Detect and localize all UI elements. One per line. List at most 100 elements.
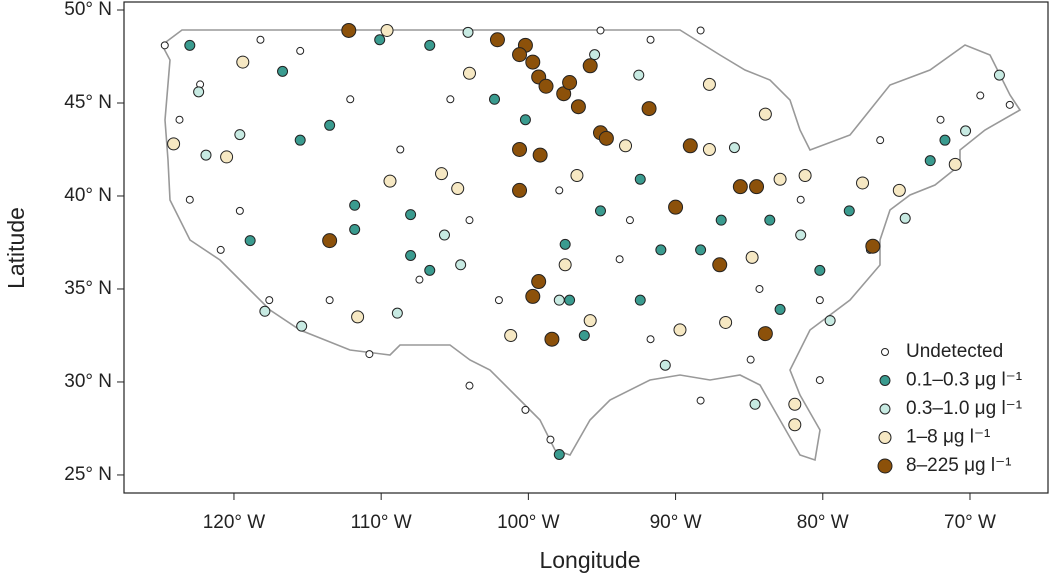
legend-marker — [878, 431, 892, 444]
data-point — [634, 173, 646, 185]
data-point — [924, 155, 936, 167]
legend-marker — [881, 348, 889, 356]
data-point — [570, 169, 584, 183]
data-point — [553, 449, 565, 461]
data-point — [455, 259, 467, 271]
data-point — [856, 176, 870, 190]
x-tick-label: 90° W — [650, 512, 702, 533]
data-point — [349, 199, 361, 211]
data-point — [160, 41, 169, 50]
data-point — [948, 157, 962, 171]
data-point — [633, 69, 645, 81]
data-point — [757, 326, 773, 342]
data-point — [277, 65, 289, 77]
data-point — [296, 46, 305, 55]
data-point — [341, 22, 357, 38]
data-point — [764, 214, 776, 226]
data-point — [538, 78, 554, 94]
data-point — [521, 405, 530, 414]
data-point — [755, 284, 764, 293]
data-point — [544, 331, 560, 347]
data-point — [546, 435, 555, 444]
data-point — [570, 99, 586, 115]
data-point — [553, 294, 565, 306]
x-tick-label: 120° W — [203, 512, 266, 533]
data-point — [798, 169, 812, 183]
data-point — [380, 23, 394, 37]
data-point — [939, 134, 951, 146]
data-point — [489, 32, 505, 48]
data-point — [993, 69, 1005, 81]
data-point — [365, 350, 374, 359]
legend-label: 8–225 μg l⁻¹ — [906, 455, 1011, 476]
y-tick-label: 35° N — [64, 278, 112, 299]
legend-label: 0.1–0.3 μg l⁻¹ — [906, 370, 1022, 391]
data-point — [746, 355, 755, 364]
data-point — [758, 107, 772, 121]
data-point — [351, 310, 365, 324]
data-point — [749, 398, 761, 410]
data-point — [512, 141, 528, 157]
y-tick-label: 25° N — [64, 464, 112, 485]
legend-marker — [879, 375, 891, 386]
data-point — [296, 320, 308, 332]
data-point — [695, 244, 707, 256]
data-point — [655, 244, 667, 256]
data-point — [235, 206, 244, 215]
data-point — [175, 115, 184, 124]
data-point — [899, 212, 911, 224]
data-point — [814, 264, 826, 276]
data-point — [598, 130, 614, 146]
data-point — [696, 396, 705, 405]
y-tick-label: 50° N — [64, 0, 112, 20]
data-point — [749, 179, 765, 195]
data-point — [788, 397, 802, 411]
data-point — [892, 183, 906, 197]
data-point — [774, 303, 786, 315]
data-point — [446, 95, 455, 104]
data-point — [451, 182, 465, 196]
data-point — [383, 174, 397, 188]
data-point — [659, 359, 671, 371]
x-tick-label: 70° W — [944, 512, 996, 533]
data-point — [405, 249, 417, 261]
data-point — [236, 55, 250, 69]
data-point — [435, 167, 449, 181]
data-point — [512, 182, 528, 198]
data-point — [625, 216, 634, 225]
data-point — [558, 258, 572, 272]
data-point — [324, 119, 336, 131]
data-point — [865, 238, 881, 254]
data-point — [634, 294, 646, 306]
data-point — [184, 39, 196, 51]
data-point — [374, 34, 386, 46]
x-tick-label: 100° W — [497, 512, 560, 533]
legend-label: Undetected — [906, 341, 1003, 362]
y-axis-title: Latitude — [3, 207, 29, 289]
y-tick-label: 30° N — [64, 371, 112, 392]
data-point — [578, 329, 590, 341]
data-point — [396, 145, 405, 154]
data-point — [489, 93, 501, 105]
data-point — [615, 255, 624, 264]
data-point — [843, 205, 855, 217]
legend-label: 1–8 μg l⁻¹ — [906, 427, 990, 448]
data-point — [668, 199, 684, 215]
data-point — [200, 149, 212, 161]
data-point — [424, 39, 436, 51]
data-point — [322, 233, 338, 249]
data-point — [815, 376, 824, 385]
data-point — [220, 150, 234, 164]
data-point — [462, 26, 474, 38]
data-point — [619, 139, 633, 153]
data-point — [405, 209, 417, 221]
data-point — [712, 257, 728, 273]
data-point — [244, 235, 256, 247]
data-point — [728, 142, 740, 154]
data-point — [531, 274, 547, 290]
data-point — [185, 195, 194, 204]
data-point — [559, 238, 571, 250]
data-point — [815, 296, 824, 305]
x-tick-label: 110° W — [351, 512, 412, 533]
data-point — [646, 35, 655, 44]
